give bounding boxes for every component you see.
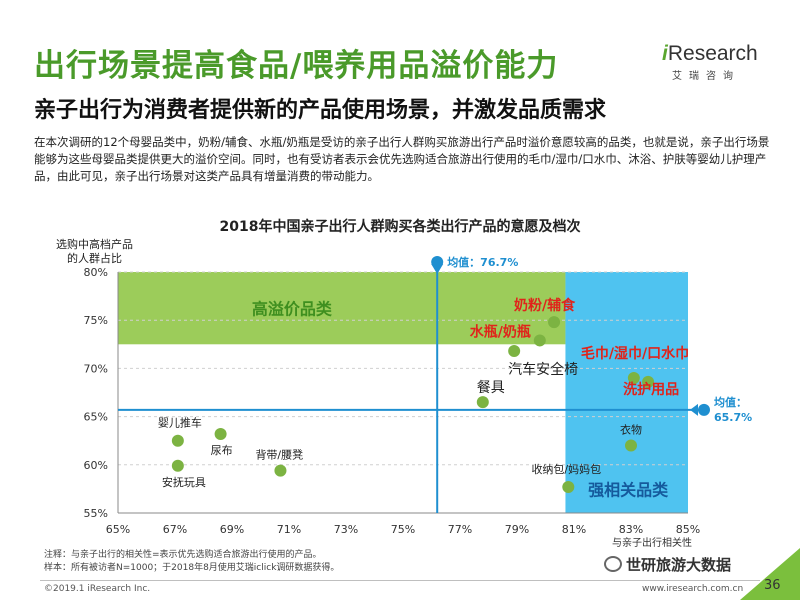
point-label: 背带/腰凳 <box>255 448 303 462</box>
point-label: 尿布 <box>211 444 233 457</box>
zone-2 <box>565 272 688 513</box>
x-tick-label: 77% <box>448 523 472 536</box>
data-point <box>508 345 521 358</box>
data-point <box>171 459 184 472</box>
x-axis-label: 与亲子出行相关性 <box>612 536 692 549</box>
data-point <box>642 375 655 388</box>
x-tick-label: 71% <box>277 523 301 536</box>
x-tick-label: 81% <box>562 523 586 536</box>
logo-brand: Research <box>667 42 758 65</box>
page-subtitle: 亲子出行为消费者提供新的产品使用场景，并激发品质需求 <box>34 98 607 123</box>
x-tick-label: 73% <box>334 523 358 536</box>
avg-y-marker-tip <box>690 403 698 416</box>
wechat-icon <box>604 556 622 572</box>
data-point <box>476 396 489 409</box>
point-label: 水瓶/奶瓶 <box>470 323 531 340</box>
data-point <box>562 480 575 493</box>
logo-subtitle: 艾瑞咨询 <box>672 71 740 82</box>
point-label: 洗护用品 <box>623 381 679 398</box>
x-tick-label: 65% <box>106 523 130 536</box>
y-axis-label: 选购中高档产品 的人群占比 <box>56 238 133 265</box>
point-label: 餐具 <box>477 380 505 396</box>
zone-1 <box>118 272 566 345</box>
y-tick-label: 65% <box>84 411 108 424</box>
point-label: 收纳包/妈妈包 <box>531 462 601 476</box>
point-label: 婴儿推车 <box>158 416 202 430</box>
avg-x-label: 均值：76.7% <box>447 255 518 269</box>
x-tick-label: 67% <box>163 523 187 536</box>
x-tick-label: 75% <box>391 523 415 536</box>
iresearch-logo: iResearch 艾瑞咨询 <box>662 42 758 82</box>
copyright: ©2019.1 iResearch Inc. <box>44 584 151 594</box>
y-tick-label: 75% <box>84 314 108 327</box>
y-tick-label: 55% <box>84 507 108 520</box>
footnote-sample: 样本：所有被访者N=1000；于2018年8月使用艾瑞iclick调研数据获得。 <box>44 563 340 573</box>
wechat-badge: 世研旅游大数据 <box>604 554 731 575</box>
wechat-name: 世研旅游大数据 <box>626 556 732 574</box>
avg-y-marker <box>698 403 710 416</box>
data-point <box>625 439 637 452</box>
point-label: 衣物 <box>620 423 642 437</box>
website-url: www.iresearch.com.cn <box>642 584 744 594</box>
zone-label-high-premium: 高溢价品类 <box>252 299 333 318</box>
data-point <box>171 434 184 447</box>
x-tick-label: 69% <box>220 523 244 536</box>
x-tick-label: 83% <box>619 523 643 536</box>
logo-i: i <box>662 42 668 65</box>
y-tick-label: 70% <box>84 362 108 375</box>
description-paragraph: 在本次调研的12个母婴品类中，奶粉/辅食、水瓶/奶瓶是受访的亲子出行人群购买旅游… <box>34 135 770 183</box>
data-point <box>533 334 546 347</box>
point-label: 汽车安全椅 <box>508 361 578 378</box>
avg-y-value: 65.7% <box>714 411 752 424</box>
avg-y-label: 均值： <box>714 395 747 409</box>
x-tick-label: 85% <box>676 523 700 536</box>
page-title: 出行场景提高食品/喂养用品溢价能力 <box>34 48 559 84</box>
footer-divider <box>40 580 760 581</box>
zone-label-strong-relevance: 强相关品类 <box>588 481 669 500</box>
data-point <box>548 316 561 329</box>
y-tick-label: 60% <box>84 459 108 472</box>
avg-x-marker-tip <box>431 264 444 274</box>
chart-title: 2018年中国亲子出行人群购买各类出行产品的意愿及档次 <box>219 219 581 235</box>
footnote-definition: 注释：与亲子出行的相关性=表示优先选购适合旅游出行使用的产品。 <box>44 550 322 560</box>
point-label: 毛巾/湿巾/口水巾 <box>581 345 689 362</box>
page-number: 36 <box>764 578 781 593</box>
footnote: 注释：与亲子出行的相关性=表示优先选购适合旅游出行使用的产品。 样本：所有被访者… <box>44 549 339 575</box>
data-point <box>214 427 227 440</box>
point-label: 安抚玩具 <box>162 475 206 489</box>
y-tick-label: 80% <box>84 266 108 279</box>
x-tick-label: 79% <box>505 523 529 536</box>
data-point <box>627 372 640 385</box>
data-point <box>274 464 287 477</box>
point-label: 奶粉/辅食 <box>514 297 576 314</box>
